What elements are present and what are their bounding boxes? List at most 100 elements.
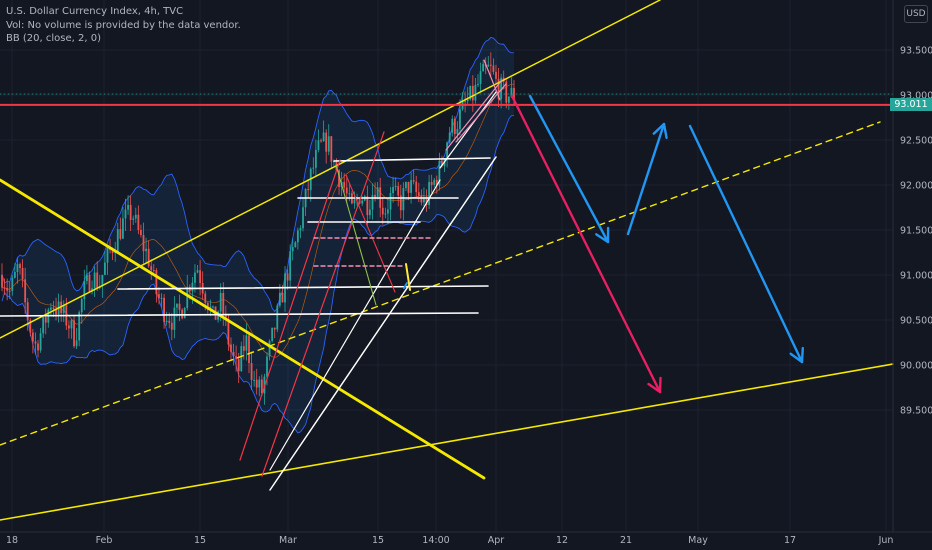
yellow-lower-support-line bbox=[0, 363, 894, 521]
candle-body bbox=[343, 182, 346, 188]
candle-body bbox=[487, 64, 490, 67]
x-tick-label: May bbox=[688, 535, 708, 546]
y-tick-label: 93.000 bbox=[900, 91, 932, 102]
candle-body bbox=[173, 307, 176, 330]
candle-body bbox=[371, 194, 374, 210]
candle-body bbox=[155, 270, 158, 295]
candle-body bbox=[268, 340, 271, 357]
white-level-1 bbox=[333, 157, 491, 162]
green-channel-line bbox=[335, 164, 377, 306]
candle-body bbox=[29, 320, 32, 333]
blue-arrow-down-1-shaft bbox=[528, 94, 610, 244]
yellow-descending-trendline bbox=[0, 178, 486, 480]
candle-body bbox=[31, 332, 34, 342]
candle-body bbox=[345, 187, 348, 194]
candle-body bbox=[150, 266, 153, 271]
indicator-label[interactable]: BB (20, close, 2, 0) bbox=[6, 33, 101, 44]
candle-body bbox=[294, 242, 297, 248]
candle-body bbox=[224, 313, 227, 319]
candle-body bbox=[134, 214, 137, 219]
candle-body bbox=[19, 264, 21, 268]
candle-body bbox=[438, 160, 441, 186]
candle-body bbox=[78, 312, 81, 341]
candle-body bbox=[448, 132, 451, 143]
candle-body bbox=[199, 270, 202, 283]
candle-body bbox=[425, 197, 428, 205]
blue-arrow-down-2-head bbox=[789, 346, 804, 364]
candle-body bbox=[492, 65, 495, 72]
candle-body bbox=[253, 379, 256, 381]
candle-body bbox=[389, 193, 392, 210]
blue-arrow-up-shaft bbox=[626, 122, 666, 236]
candle-body bbox=[62, 305, 65, 314]
candle-body bbox=[245, 335, 248, 351]
candle-body bbox=[230, 344, 232, 352]
white-level-4 bbox=[117, 285, 489, 290]
y-tick-label: 92.000 bbox=[900, 181, 932, 192]
bb-fill bbox=[2, 37, 514, 433]
candle-body bbox=[456, 128, 459, 135]
chart-legend: U.S. Dollar Currency Index, 4h, TVC Vol:… bbox=[6, 5, 241, 46]
candle-body bbox=[289, 251, 292, 281]
candle-body bbox=[286, 273, 289, 281]
candle-body bbox=[435, 179, 438, 186]
candle-body bbox=[397, 186, 400, 196]
candle-body bbox=[451, 118, 454, 133]
candle-body bbox=[505, 81, 508, 103]
candle-body bbox=[1, 275, 3, 288]
candle-body bbox=[44, 316, 47, 323]
candle-body bbox=[194, 272, 196, 283]
candle-body bbox=[273, 327, 276, 330]
candle-body bbox=[93, 272, 96, 289]
white-ascending-line-2 bbox=[269, 179, 441, 471]
candle-body bbox=[24, 279, 27, 303]
candle-body bbox=[387, 209, 389, 214]
blue-marker bbox=[403, 282, 408, 289]
candle-body bbox=[361, 200, 364, 204]
candle-body bbox=[8, 290, 11, 292]
candle-body bbox=[178, 303, 181, 310]
candle-body bbox=[441, 160, 443, 166]
candle-body bbox=[322, 132, 325, 142]
candle-body bbox=[482, 63, 485, 72]
yellow-upper-channel-line bbox=[0, 0, 661, 339]
candle-body bbox=[369, 209, 371, 216]
candle-body bbox=[381, 207, 384, 215]
candle-body bbox=[420, 195, 423, 203]
blue-arrow-down-1 bbox=[528, 94, 610, 244]
x-tick-label: 21 bbox=[620, 535, 632, 546]
candle-body bbox=[204, 293, 207, 303]
candle-body bbox=[278, 292, 281, 306]
candle-body bbox=[227, 318, 230, 345]
price-axis[interactable]: 93.500 93.000 92.500 92.000 91.500 91.000 90.5… bbox=[892, 0, 932, 532]
y-tick-label: 93.500 bbox=[900, 46, 932, 57]
red-channel-line-2 bbox=[261, 131, 385, 477]
candle-body bbox=[6, 287, 9, 291]
candle-body bbox=[176, 303, 178, 308]
candle-body bbox=[160, 297, 163, 299]
candle-body bbox=[129, 204, 132, 220]
candle-body bbox=[96, 272, 99, 289]
candle-body bbox=[212, 306, 214, 308]
candle-body bbox=[366, 196, 369, 216]
candle-body bbox=[302, 207, 304, 229]
symbol-title: U.S. Dollar Currency Index, 4h, TVC bbox=[6, 6, 184, 17]
x-tick-label: 18 bbox=[6, 535, 18, 546]
candle-body bbox=[39, 333, 42, 351]
candle-body bbox=[34, 341, 37, 344]
candle-body bbox=[392, 187, 394, 194]
candle-body bbox=[423, 197, 425, 203]
candle-body bbox=[137, 214, 140, 230]
blue-arrow-up-head bbox=[652, 122, 668, 139]
candle-body bbox=[52, 307, 55, 310]
candle-body bbox=[500, 77, 503, 99]
time-axis[interactable]: 18 Feb 15 Mar 15 14:00 Apr 12 21 May 17 Jun bbox=[0, 531, 932, 546]
volume-note: Vol: No volume is provided by the data v… bbox=[6, 19, 241, 31]
candle-body bbox=[145, 248, 147, 252]
candle-body bbox=[399, 195, 402, 211]
y-tick-label: 90.000 bbox=[900, 361, 932, 372]
pink-top-line-1 bbox=[445, 79, 503, 151]
currency-button[interactable]: USD bbox=[904, 5, 928, 23]
candle-body bbox=[412, 180, 415, 182]
